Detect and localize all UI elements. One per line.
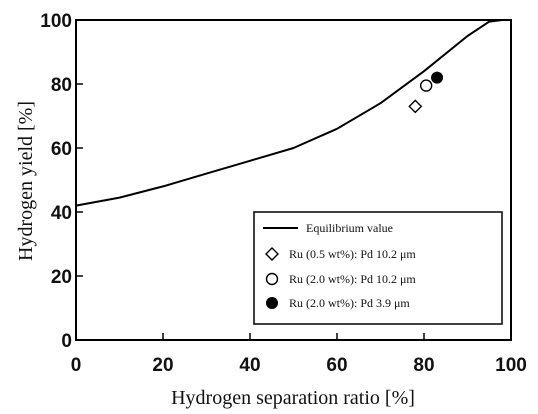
y-axis-title: Hydrogen yield [%] [15,101,37,261]
data-point-open-diamond [408,99,423,114]
data-point-open-circle [419,79,433,92]
x-tick-label: 80 [413,355,434,376]
legend: Equilibrium value Ru (0.5 wt%): Pd 10.2 μ… [253,211,503,325]
plot-frame [75,19,512,341]
x-axis-title: Hydrogen separation ratio [%] [171,387,415,409]
legend-marker-filled-circle [266,297,278,309]
y-tick-label: 40 [51,203,72,224]
x-tick-label: 0 [71,355,82,376]
y-tick-label: 100 [40,11,72,32]
legend-marker-open-circle [265,272,279,286]
legend-label: Ru (0.5 wt%): Pd 10.2 μm [289,247,416,261]
x-tick-label: 100 [495,355,527,376]
y-tick-label: 80 [51,75,72,96]
legend-box [253,211,503,325]
x-tick-label: 20 [152,355,173,376]
x-tick-label: 40 [239,355,260,376]
legend-label: Ru (2.0 wt%): Pd 3.9 μm [289,296,410,310]
y-tick-label: 0 [61,331,72,352]
legend-label: Ru (2.0 wt%): Pd 10.2 μm [289,272,416,286]
tick-layer: 0 20 40 60 80 100 0 20 40 60 80 100 [40,11,527,376]
y-tick-label: 60 [51,139,72,160]
legend-marker-open-diamond [265,247,279,261]
curve-layer [75,19,503,207]
data-point-filled-circle [431,71,444,84]
y-tick-label: 20 [51,267,72,288]
legend-label: Equilibrium value [306,221,393,235]
equilibrium-curve [75,19,503,207]
marker-layer [408,71,444,114]
x-tick-label: 60 [326,355,347,376]
